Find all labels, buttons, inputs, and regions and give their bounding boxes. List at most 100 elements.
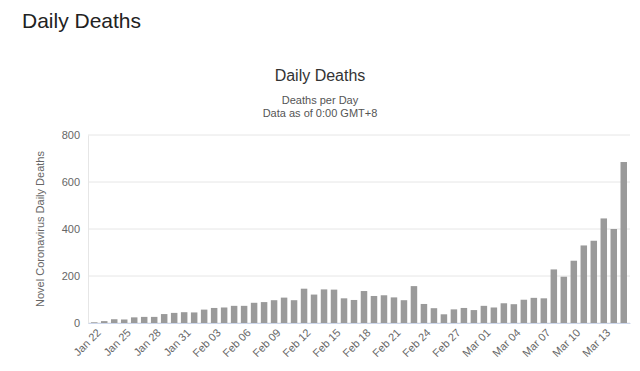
y-tick-label: 0 [74, 317, 80, 329]
bar [201, 310, 207, 323]
grid-line [88, 135, 630, 136]
x-tick: Feb 24 [400, 326, 433, 359]
x-tick: Jan 22 [71, 326, 103, 358]
chart: Daily DeathsDaily DeathsDeaths per DayDa… [0, 0, 640, 371]
grid-line [88, 182, 630, 183]
x-tick-label: Mar 13 [580, 326, 613, 359]
bar [151, 317, 157, 323]
bar [421, 304, 427, 323]
grid-line [88, 229, 630, 230]
y-tick: 400 [62, 223, 88, 235]
x-axis: Jan 22Jan 25Jan 28Jan 31Feb 03Feb 06Feb … [71, 324, 630, 360]
x-tick: Feb 21 [370, 326, 403, 359]
bar [571, 261, 577, 323]
bar [271, 300, 277, 323]
bar [461, 308, 467, 323]
x-axis-line [89, 323, 631, 324]
bar [531, 298, 537, 323]
y-axis-line [88, 136, 89, 324]
x-tick-label: Feb 03 [190, 326, 223, 359]
bar [541, 298, 547, 323]
bar [561, 277, 567, 323]
grid-line [88, 323, 630, 324]
bar [301, 289, 307, 323]
bar [591, 241, 597, 323]
bar [281, 298, 287, 323]
bar [621, 162, 627, 323]
y-tick: 0 [74, 317, 88, 329]
bar [331, 290, 337, 323]
bar [581, 245, 587, 323]
bar [291, 300, 297, 323]
bar [141, 317, 147, 323]
y-tick: 600 [62, 176, 88, 188]
bar [601, 218, 607, 323]
x-tick: Mar 04 [490, 326, 523, 359]
bar [341, 298, 347, 323]
x-tick-label: Feb 15 [310, 326, 343, 359]
x-tick: Feb 18 [340, 326, 373, 359]
chart-subtitle: Data as of 0:00 GMT+8 [263, 107, 378, 119]
x-tick: Jan 31 [161, 326, 193, 358]
chart-title: Daily Deaths [275, 67, 366, 84]
x-tick: Mar 10 [550, 326, 583, 359]
bar [431, 308, 437, 323]
x-tick-label: Feb 12 [280, 326, 313, 359]
x-tick-label: Jan 28 [131, 326, 163, 358]
bar [391, 297, 397, 323]
bars [91, 162, 627, 323]
x-tick-label: Mar 01 [460, 326, 493, 359]
grid-line [88, 276, 630, 277]
bar [351, 300, 357, 323]
bar [311, 295, 317, 323]
bar [241, 306, 247, 323]
grid [88, 135, 630, 323]
x-tick-label: Feb 24 [400, 326, 433, 359]
x-tick: Feb 15 [310, 326, 343, 359]
y-tick-label: 200 [62, 270, 80, 282]
bar [111, 319, 117, 323]
bar [91, 322, 97, 323]
y-tick-label: 400 [62, 223, 80, 235]
bar [381, 295, 387, 323]
x-tick-label: Mar 07 [520, 326, 553, 359]
bar [221, 307, 227, 323]
bar [361, 291, 367, 323]
bar [181, 312, 187, 323]
x-tick: Jan 28 [131, 326, 163, 358]
x-tick-label: Feb 27 [430, 326, 463, 359]
bar [521, 300, 527, 323]
x-tick-label: Mar 10 [550, 326, 583, 359]
x-tick-label: Jan 25 [101, 326, 133, 358]
bar [411, 286, 417, 323]
chart-subtitle: Deaths per Day [282, 94, 359, 106]
y-axis: 0 200 400 600 800 [62, 129, 89, 329]
bar [131, 317, 137, 323]
bar [321, 289, 327, 323]
y-tick: 800 [62, 129, 88, 141]
plot: 0200400600800Jan 22Jan 25Jan 28Jan 31Feb… [62, 129, 631, 359]
bar [171, 313, 177, 323]
bar [231, 306, 237, 323]
y-tick-label: 600 [62, 176, 80, 188]
bar [471, 310, 477, 323]
bar [251, 303, 257, 323]
bar [161, 314, 167, 323]
bar [611, 229, 617, 323]
bar [481, 306, 487, 323]
x-tick-label: Feb 09 [250, 326, 283, 359]
bar [191, 312, 197, 323]
x-tick-label: Feb 21 [370, 326, 403, 359]
bar [451, 309, 457, 323]
bar [441, 314, 447, 323]
x-tick: Mar 01 [460, 326, 493, 359]
x-tick: Feb 03 [190, 326, 223, 359]
x-tick: Feb 12 [280, 326, 313, 359]
y-axis-title: Novel Coronavirus Daily Deaths [34, 151, 46, 307]
bar [551, 269, 557, 323]
x-tick-label: Feb 18 [340, 326, 373, 359]
x-tick: Feb 09 [250, 326, 283, 359]
x-tick: Mar 13 [580, 326, 613, 359]
page: {"header": {"title": "Daily Deaths"}, "c… [0, 0, 640, 371]
x-tick: Feb 27 [430, 326, 463, 359]
